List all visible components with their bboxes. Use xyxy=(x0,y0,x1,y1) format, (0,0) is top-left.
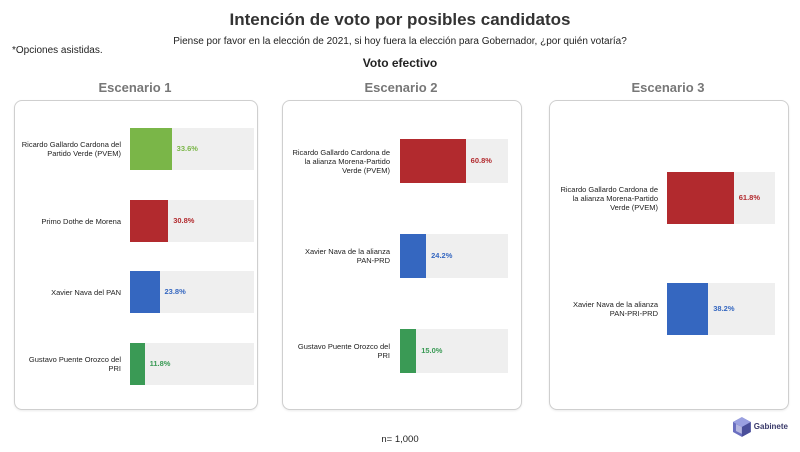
value-label: 23.8% xyxy=(164,287,186,296)
chart-subtitle: Piense por favor en la elección de 2021,… xyxy=(173,36,627,47)
bar-track: 38.2% xyxy=(667,283,775,335)
bar xyxy=(667,283,709,335)
assisted-options-note: *Opciones asistidas. xyxy=(12,45,103,56)
bar-track: 24.2% xyxy=(400,234,508,278)
scenario-title: Escenario 1 xyxy=(98,80,172,95)
bar xyxy=(667,172,734,224)
bar xyxy=(130,343,145,385)
bar-track: 30.8% xyxy=(130,200,254,242)
section-title: Voto efectivo xyxy=(362,56,438,70)
chart-title: Intención de voto por posibles candidato… xyxy=(229,10,571,29)
bar xyxy=(130,128,172,170)
bar xyxy=(400,329,417,373)
value-label: 11.8% xyxy=(149,359,171,368)
value-label: 24.2% xyxy=(431,251,453,260)
bar xyxy=(130,271,160,313)
category-label: Xavier Nava de la alianza PAN-PRI-PRD xyxy=(572,300,658,318)
value-label: 60.8% xyxy=(470,156,492,165)
logo-text: Gabinete xyxy=(753,422,788,431)
sample-size: n= 1,000 xyxy=(381,434,419,445)
category-label: Xavier Nava del PAN xyxy=(51,287,121,297)
category-label: Ricardo Gallardo Cardona de la alianza M… xyxy=(292,147,390,175)
category-label: Gustavo Puente Orozco del PRI xyxy=(297,342,390,360)
category-label: Xavier Nava de la alianza PAN-PRD xyxy=(304,247,390,265)
bar xyxy=(400,139,466,183)
bar xyxy=(130,200,169,242)
value-label: 30.8% xyxy=(173,216,195,225)
bar-track: 15.0% xyxy=(400,329,508,373)
scenario-title: Escenario 3 xyxy=(631,80,705,95)
cube-logo-icon xyxy=(732,417,751,437)
bar-track: 23.8% xyxy=(130,271,254,313)
scenario-title: Escenario 2 xyxy=(364,80,438,95)
bar xyxy=(400,234,427,278)
bar-track: 61.8% xyxy=(667,172,775,224)
value-label: 38.2% xyxy=(713,304,735,313)
scenario-panel: Ricardo Gallardo Cardona de la alianza M… xyxy=(282,100,522,410)
category-label: Gustavo Puente Orozco del PRI xyxy=(28,355,121,373)
category-label: Primo Dothe de Morena xyxy=(41,216,121,226)
scenario-panel: Ricardo Gallardo Cardona de la alianza M… xyxy=(549,100,789,410)
gabinete-logo: Gabinete xyxy=(732,414,788,440)
bar-track: 33.6% xyxy=(130,128,254,170)
bar-track: 60.8% xyxy=(400,139,508,183)
scenario-panel: Ricardo Gallardo Cardona del Partido Ver… xyxy=(14,100,258,410)
value-label: 61.8% xyxy=(738,193,761,202)
value-label: 15.0% xyxy=(421,346,443,355)
value-label: 33.6% xyxy=(176,144,198,153)
category-label: Ricardo Gallardo Cardona del Partido Ver… xyxy=(21,140,121,158)
category-label: Ricardo Gallardo Cardona de la alianza M… xyxy=(560,184,658,212)
bar-track: 11.8% xyxy=(130,343,254,385)
